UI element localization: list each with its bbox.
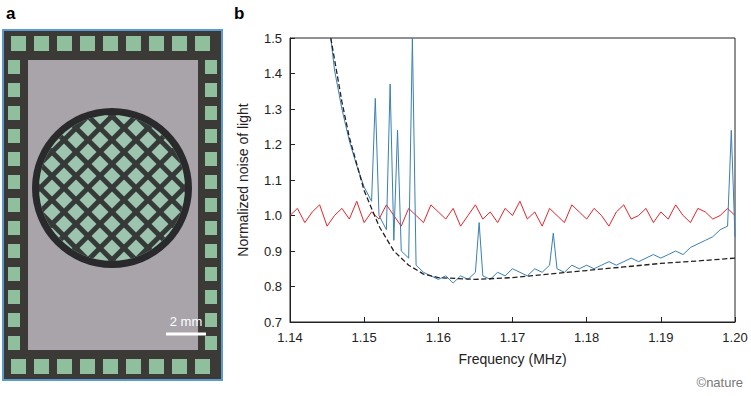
svg-text:1.3: 1.3 <box>264 102 282 117</box>
svg-text:1.17: 1.17 <box>500 330 525 345</box>
svg-text:1.2: 1.2 <box>264 137 282 152</box>
svg-text:1.4: 1.4 <box>264 66 282 81</box>
svg-text:1.19: 1.19 <box>648 330 673 345</box>
svg-text:0.7: 0.7 <box>264 315 282 330</box>
svg-text:1.0: 1.0 <box>264 208 282 223</box>
svg-text:Frequency (MHz): Frequency (MHz) <box>458 351 566 367</box>
svg-text:Normalized noise of light: Normalized noise of light <box>235 103 251 256</box>
svg-text:1.5: 1.5 <box>264 31 282 46</box>
svg-text:1.15: 1.15 <box>352 330 377 345</box>
svg-text:0.8: 0.8 <box>264 279 282 294</box>
svg-text:1.18: 1.18 <box>574 330 599 345</box>
svg-text:2 mm: 2 mm <box>170 314 203 329</box>
svg-text:0.9: 0.9 <box>264 244 282 259</box>
html-text:b: b <box>234 4 245 23</box>
svg-text:1.1: 1.1 <box>264 173 282 188</box>
svg-text:1.14: 1.14 <box>277 330 302 345</box>
svg-text:1.20: 1.20 <box>722 330 747 345</box>
svg-text:1.16: 1.16 <box>426 330 451 345</box>
html-text:©nature: ©nature <box>696 375 743 390</box>
html-text:a: a <box>6 4 16 23</box>
